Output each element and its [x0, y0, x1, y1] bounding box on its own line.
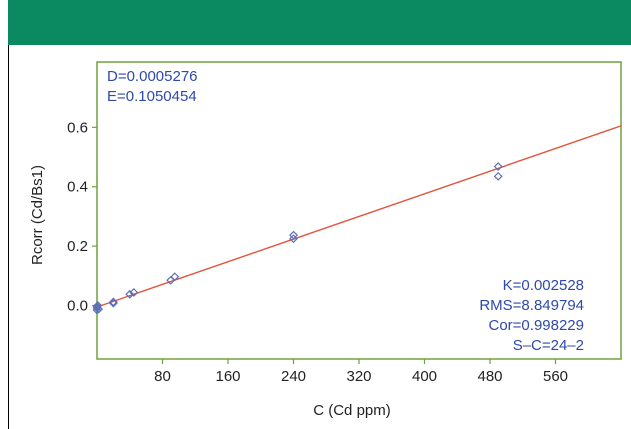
y-tick-label: 0.6	[67, 119, 88, 136]
data-point	[129, 288, 139, 297]
x-axis-title: C (Cd ppm)	[313, 402, 391, 419]
data-point	[289, 234, 298, 244]
fit-line	[96, 125, 622, 308]
data-point	[493, 171, 503, 181]
data-point	[108, 297, 118, 307]
data-point	[170, 272, 180, 282]
fit-line-layer	[96, 125, 622, 308]
data-point	[108, 298, 118, 308]
data-point	[493, 162, 503, 171]
left-rule	[8, 45, 9, 429]
plot-frame	[96, 61, 622, 360]
x-tick-label: 80	[154, 368, 171, 385]
stat-e: E=0.1050454	[107, 88, 197, 105]
x-tick-label: 240	[281, 368, 306, 385]
header-bar	[8, 0, 631, 45]
stat-s-c: S–C=24–2	[513, 337, 584, 354]
data-point	[125, 289, 135, 299]
y-tick-label: 0.2	[67, 238, 88, 255]
x-tick-label: 320	[346, 368, 371, 385]
x-tick-label: 160	[215, 368, 240, 385]
x-tick-label: 400	[412, 368, 437, 385]
y-tick-label: 0.0	[67, 298, 88, 315]
data-point	[94, 304, 104, 314]
stat-rms: RMS=8.849794	[479, 297, 584, 314]
data-point	[289, 230, 298, 240]
data-point	[93, 301, 103, 310]
x-tick-label: 560	[543, 368, 568, 385]
y-tick-label: 0.4	[67, 179, 88, 196]
data-points	[92, 162, 503, 315]
stat-d: D=0.0005276	[107, 68, 198, 85]
x-tick-label: 480	[477, 368, 502, 385]
stat-k: K=0.002528	[503, 277, 584, 294]
stat-cor: Cor=0.998229	[489, 317, 585, 334]
y-axis-title: Rcorr (Cd/Bs1)	[29, 165, 46, 265]
axis-ticks: 80 160 240 320 400 480 560 0.0 0.2 0.4 0.6	[67, 119, 568, 385]
